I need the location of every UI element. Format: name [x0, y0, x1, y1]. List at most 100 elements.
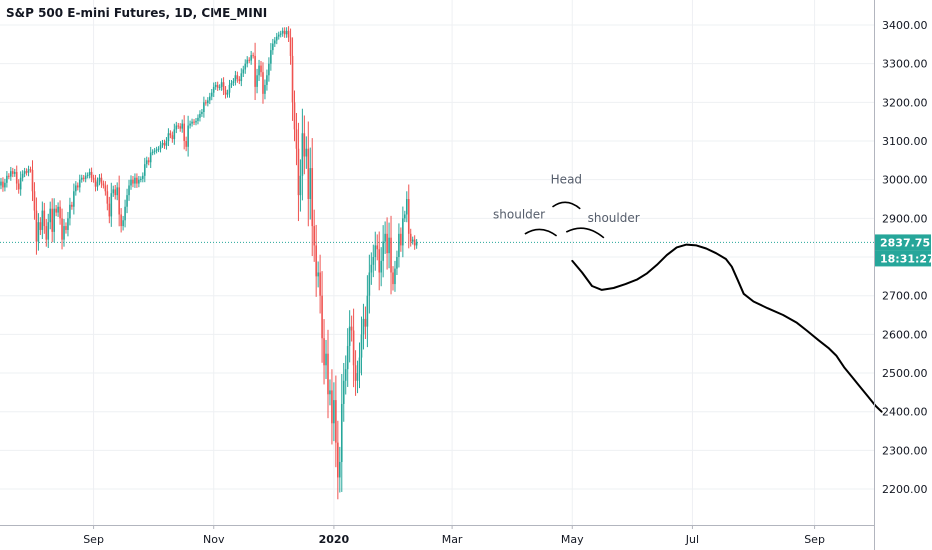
price-axis[interactable]: 2200.00 2300.00 2400.00 2500.00 2600.00 2700.…	[874, 0, 932, 550]
candle	[43, 202, 46, 234]
candle	[29, 166, 32, 173]
candle	[266, 69, 268, 91]
candle	[386, 217, 388, 270]
candle	[352, 308, 355, 388]
candle	[114, 184, 117, 200]
candle	[277, 31, 280, 40]
candle	[226, 89, 229, 98]
x-tick-label: Sep	[83, 533, 104, 546]
candle	[405, 191, 408, 223]
candle	[228, 79, 231, 98]
candle	[73, 183, 75, 215]
candle	[4, 178, 6, 192]
candle	[120, 208, 122, 233]
candle	[163, 139, 166, 149]
candle	[145, 156, 148, 168]
candle	[327, 329, 329, 419]
candle	[358, 342, 361, 389]
candle	[195, 118, 197, 126]
candle	[92, 174, 95, 183]
candle	[98, 174, 101, 186]
candle	[67, 211, 69, 237]
candle	[149, 146, 152, 168]
candles	[0, 26, 418, 500]
candle	[59, 200, 61, 225]
y-tick-label: 3000.00	[882, 174, 928, 187]
candle	[396, 250, 398, 276]
x-tick-label: Mar	[442, 533, 463, 546]
x-tick-label: Sep	[804, 533, 825, 546]
candle	[339, 446, 341, 493]
candle	[61, 208, 63, 250]
candle	[15, 165, 18, 190]
y-tick-label: 2200.00	[882, 483, 928, 496]
candle	[216, 81, 219, 91]
candle	[342, 362, 345, 422]
candle	[132, 176, 134, 188]
candle	[143, 157, 146, 183]
candle	[305, 136, 308, 169]
candle	[309, 147, 312, 220]
candle	[323, 319, 325, 385]
candle	[374, 231, 377, 271]
candle	[90, 167, 93, 183]
candle	[35, 197, 38, 255]
candle	[126, 188, 128, 214]
candle	[254, 42, 256, 101]
candle	[360, 316, 363, 376]
candle	[104, 181, 107, 196]
candle	[80, 174, 83, 183]
candle	[96, 177, 99, 191]
last-price-text: 2837.75	[880, 236, 930, 249]
candle	[307, 121, 310, 227]
candle	[319, 254, 321, 314]
candle	[333, 382, 335, 442]
candle	[394, 260, 396, 292]
candle	[348, 310, 351, 363]
candle	[203, 96, 205, 118]
candle	[122, 215, 124, 231]
candle	[173, 123, 176, 145]
candle	[207, 97, 209, 107]
candle	[409, 228, 412, 247]
candle	[165, 137, 168, 150]
candle	[27, 165, 30, 177]
candle	[175, 121, 178, 134]
candle	[181, 119, 184, 133]
candle	[171, 131, 174, 143]
candle	[384, 221, 386, 254]
projection-curve	[571, 243, 883, 413]
time-axis[interactable]: Sep Nov 2020 Mar May Jul Sep	[0, 525, 874, 546]
candle	[388, 222, 390, 269]
candle	[13, 168, 16, 177]
candle	[400, 227, 402, 252]
x-tick-label: Nov	[203, 533, 225, 546]
candle	[279, 30, 282, 38]
candle	[321, 271, 323, 363]
candle	[65, 222, 67, 234]
candle	[382, 225, 384, 278]
candle	[110, 182, 113, 227]
candle	[331, 369, 333, 445]
candle	[378, 231, 381, 291]
candle	[256, 68, 258, 94]
grid	[0, 0, 874, 525]
candle	[380, 247, 382, 287]
candle	[311, 138, 314, 257]
candle	[272, 38, 274, 55]
countdown-badge: 18:31:27	[875, 250, 932, 267]
candle	[415, 239, 418, 249]
candle	[368, 254, 371, 314]
y-tick-label: 3300.00	[882, 58, 928, 71]
x-tick-label: 2020	[319, 533, 350, 546]
candle	[53, 198, 55, 243]
y-tick-label: 2400.00	[882, 406, 928, 419]
candle	[214, 81, 217, 90]
candle	[283, 27, 286, 38]
candle	[19, 171, 22, 196]
candle	[329, 379, 331, 406]
candle	[244, 59, 247, 74]
candle	[153, 147, 156, 155]
candle	[41, 201, 44, 240]
